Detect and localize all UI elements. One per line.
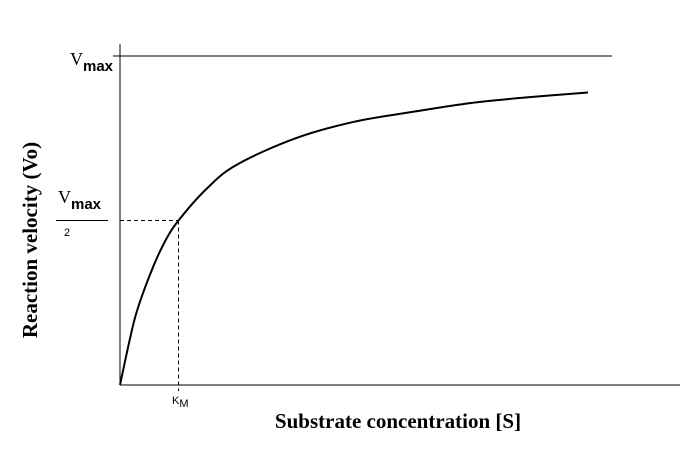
vmax-main: V [70, 49, 83, 69]
km-tick-label: KM [172, 395, 189, 410]
x-axis-label: Substrate concentration [S] [275, 409, 521, 433]
km-main: K [172, 395, 180, 407]
km-sub: M [179, 398, 188, 410]
vmax-tick-label: Vmax [70, 49, 114, 75]
series-curve [119, 91, 589, 386]
half-vmax-sub: max [71, 196, 102, 213]
half-vmax-denominator: 2 [64, 227, 70, 239]
axes-layer [56, 44, 680, 391]
y-axis-label: Reaction velocity (Vo) [18, 142, 42, 338]
vmax-sub: max [83, 58, 114, 75]
half-vmax-main: V [58, 187, 71, 207]
half-vmax-tick-label: Vmax [58, 187, 102, 213]
